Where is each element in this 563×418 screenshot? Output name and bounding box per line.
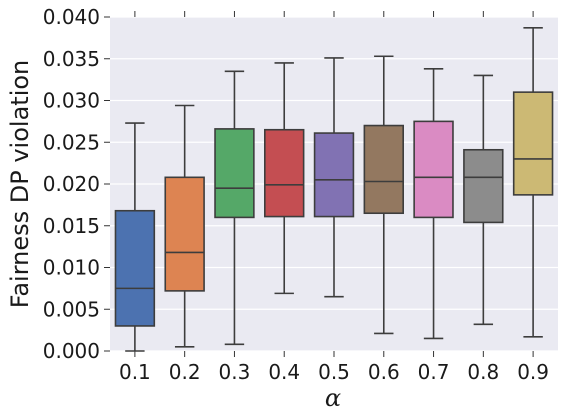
box-body — [114, 209, 156, 327]
box-body — [214, 128, 255, 219]
box-body — [363, 124, 404, 215]
x-tick-label: 0.5 — [318, 360, 350, 384]
x-tick-label: 0.7 — [418, 360, 450, 384]
axis-ticks — [104, 11, 534, 357]
box-0.8 — [463, 74, 504, 326]
x-tick-labels: 0.1 0.2 0.3 0.4 0.5 0.6 0.7 0.8 0.9 — [119, 360, 549, 384]
boxes — [114, 27, 554, 352]
x-tick-label: 0.8 — [467, 360, 499, 384]
box-body — [264, 128, 305, 218]
y-tick-label: 0.010 — [43, 256, 100, 280]
x-tick-label: 0.4 — [268, 360, 300, 384]
x-tick-label: 0.6 — [368, 360, 400, 384]
box-0.4 — [264, 62, 305, 295]
box-0.1 — [114, 122, 156, 352]
box-0.7 — [413, 67, 454, 340]
y-axis-label: Fairness DP violation — [6, 60, 34, 309]
x-tick-label: 0.3 — [219, 360, 251, 384]
box-0.5 — [313, 57, 355, 298]
box-body — [463, 148, 504, 224]
y-tick-label: 0.005 — [43, 297, 100, 321]
y-tick-label: 0.015 — [43, 214, 100, 238]
box-body — [164, 176, 205, 292]
y-tick-label: 0.020 — [43, 172, 100, 196]
box-body — [313, 132, 355, 218]
y-tick-label: 0.025 — [43, 130, 100, 154]
y-tick-label: 0.040 — [43, 5, 100, 29]
box-0.9 — [512, 27, 554, 338]
y-tick-label: 0.000 — [43, 339, 100, 363]
box-0.3 — [214, 70, 255, 346]
y-tick-label: 0.035 — [43, 47, 100, 71]
x-axis-label: α — [325, 384, 341, 412]
y-tick-label: 0.030 — [43, 89, 100, 113]
y-tick-labels: 0.000 0.005 0.010 0.015 0.020 0.025 0.030 0.035… — [43, 5, 100, 363]
x-tick-label: 0.9 — [517, 360, 549, 384]
x-tick-label: 0.2 — [169, 360, 201, 384]
box-body — [512, 91, 554, 196]
x-tick-label: 0.1 — [119, 360, 151, 384]
box-0.6 — [363, 55, 404, 335]
box-0.2 — [164, 104, 205, 348]
box-body — [413, 120, 454, 219]
